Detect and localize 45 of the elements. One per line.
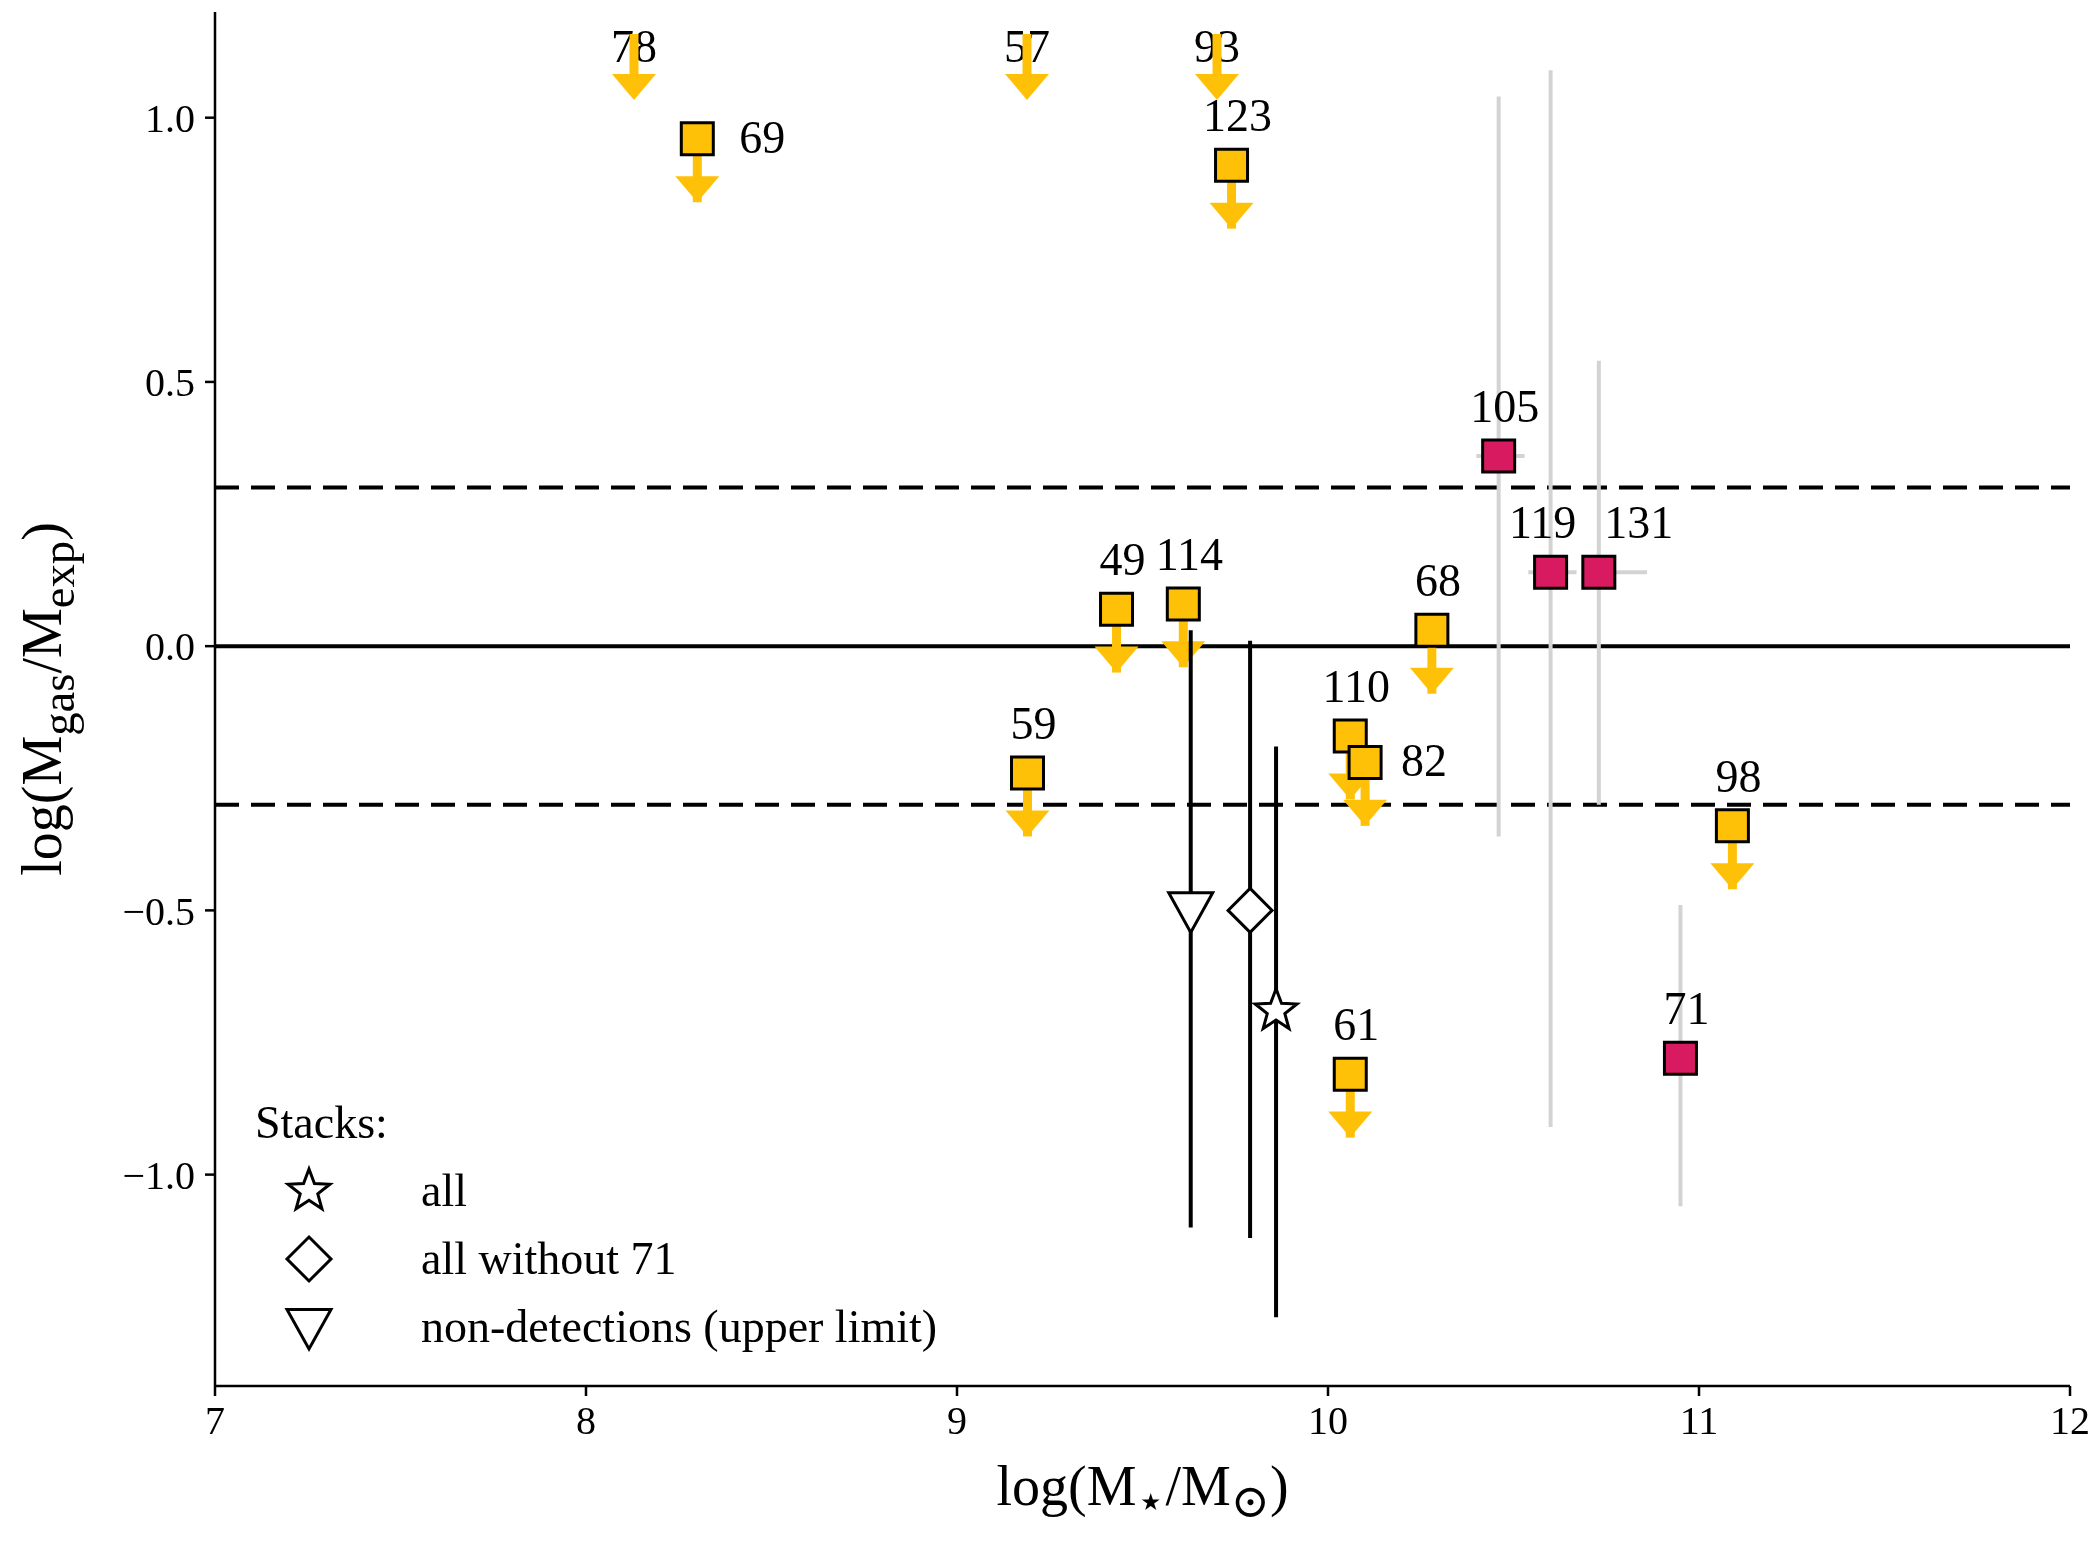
annotation: 105: [1470, 380, 1540, 432]
annotation: 98: [1715, 750, 1762, 802]
annotation: 131: [1604, 497, 1674, 549]
point: [1099, 591, 1135, 627]
annotation: 110: [1322, 660, 1390, 712]
y-tick-label: −1.0: [122, 1152, 195, 1198]
annotation: 123: [1203, 90, 1273, 142]
y-tick-label: −0.5: [122, 888, 195, 934]
point: [1214, 147, 1250, 183]
annotation: 68: [1414, 555, 1461, 607]
x-tick-label: 7: [205, 1398, 225, 1444]
annotation: 61: [1333, 999, 1380, 1051]
x-tick-label: 11: [1679, 1398, 1719, 1444]
point: [1332, 1056, 1368, 1092]
point: [1252, 987, 1301, 1032]
x-tick-label: 10: [1308, 1398, 1348, 1444]
annotation: 119: [1508, 497, 1577, 549]
point: [1533, 554, 1569, 590]
point: [1581, 554, 1617, 590]
point: [1714, 808, 1750, 844]
x-tick-label: 8: [576, 1398, 596, 1444]
y-tick-label: 0.0: [145, 624, 195, 670]
y-tick-label: 0.5: [145, 360, 195, 406]
point: [1165, 586, 1201, 622]
legend-title: Stacks:: [255, 1096, 389, 1150]
annotation: 49: [1099, 534, 1146, 586]
legend-label: all without 71: [421, 1232, 677, 1286]
y-tick-label: 1.0: [145, 95, 195, 141]
x-tick-label: 12: [2050, 1398, 2090, 1444]
point: [1009, 755, 1045, 791]
legend-label: non-detections (upper limit): [421, 1300, 938, 1354]
point: [1414, 612, 1450, 648]
point: [1226, 886, 1274, 934]
legend-label: all: [421, 1164, 467, 1218]
annotation: 59: [1010, 697, 1057, 749]
annotation: 71: [1663, 983, 1710, 1035]
point: [1347, 744, 1383, 780]
point: [1481, 438, 1517, 474]
annotation: 82: [1401, 735, 1448, 787]
annotation: 114: [1155, 528, 1223, 580]
x-axis-title: log(M$_{⋆}$/M$_{⊙}$): [995, 1454, 1290, 1530]
point: [679, 121, 715, 157]
annotation: 69: [739, 111, 786, 163]
point: [1662, 1040, 1698, 1076]
x-tick-label: 9: [947, 1398, 967, 1444]
